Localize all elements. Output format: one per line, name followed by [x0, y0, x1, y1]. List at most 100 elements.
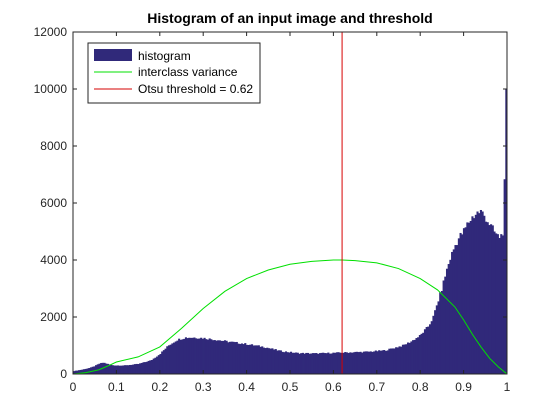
histogram-bar [103, 362, 106, 374]
histogram-bar [376, 351, 379, 374]
histogram-bar [134, 364, 137, 374]
histogram-bar [366, 351, 369, 374]
histogram-bar [247, 344, 250, 374]
histogram-bar [413, 339, 416, 374]
histogram-bar [96, 364, 99, 374]
histogram-bar [362, 351, 365, 374]
histogram-bar [249, 344, 252, 374]
histogram-bar [262, 347, 265, 374]
histogram-bar [328, 353, 332, 374]
histogram-bar [498, 237, 501, 374]
histogram-bar [354, 351, 357, 374]
histogram-bar [267, 348, 271, 374]
histogram-bar [379, 350, 382, 374]
histogram-bar [93, 366, 96, 374]
histogram-bar [462, 228, 466, 374]
histogram-bar [501, 235, 505, 374]
histogram-bar [178, 338, 181, 374]
histogram-bar [451, 251, 454, 374]
histogram-bar [273, 349, 276, 374]
y-tick-label: 6000 [40, 196, 67, 210]
histogram-bar [173, 342, 176, 374]
legend-swatch-histogram [94, 49, 132, 61]
histogram-bar [154, 357, 157, 374]
histogram-bar [369, 351, 372, 374]
histogram-bar [276, 350, 279, 374]
histogram-bar [383, 350, 386, 374]
histogram-bar [105, 363, 108, 374]
histogram-bar [418, 335, 421, 374]
histogram-bar [259, 346, 262, 374]
histogram-bar [361, 352, 364, 374]
histogram-bar [279, 350, 282, 374]
legend-label-histogram: histogram [138, 49, 191, 63]
histogram-bar [303, 353, 306, 374]
histogram-bar [334, 352, 337, 374]
histogram-bar [493, 231, 496, 374]
histogram-bar [281, 351, 284, 374]
histogram-bar [405, 344, 408, 374]
histogram-bar [503, 179, 506, 374]
histogram-bar [81, 369, 84, 374]
histogram-bar [423, 329, 427, 374]
histogram-bar [388, 348, 391, 374]
histogram-bar [213, 340, 216, 374]
histogram-bar [435, 305, 438, 374]
histogram-bar [434, 310, 437, 374]
histogram-bar [266, 347, 269, 374]
histogram-bar [452, 249, 455, 374]
histogram-bar [359, 351, 362, 374]
y-tick-label: 2000 [40, 310, 67, 324]
histogram-bar [227, 342, 230, 374]
histogram-bar [356, 351, 359, 374]
histogram-bar [203, 337, 206, 374]
histogram-bar [427, 326, 430, 374]
histogram-bar [342, 352, 345, 374]
histogram-bar [179, 339, 182, 374]
histogram-bar [391, 348, 394, 374]
histogram-bar [254, 345, 257, 374]
histogram-bar [422, 332, 425, 374]
x-tick-label: 0.7 [368, 380, 385, 394]
histogram-bar [171, 343, 174, 374]
histogram-bar [398, 346, 401, 374]
histogram-bar [220, 340, 223, 374]
histogram-bar [176, 340, 179, 374]
legend-label-otsu-threshold: Otsu threshold = 0.62 [138, 82, 253, 96]
histogram-bar [156, 356, 159, 374]
histogram-bar [86, 368, 89, 374]
histogram-bar [495, 233, 498, 374]
histogram-bar [468, 222, 471, 374]
histogram-bar [135, 363, 138, 374]
histogram-bar [252, 345, 255, 374]
histogram-bar [113, 365, 116, 374]
histogram-bar [261, 346, 264, 374]
histogram-bar [473, 218, 476, 374]
histogram-bar [496, 234, 499, 374]
histogram-bar [408, 342, 411, 374]
histogram-bar [234, 342, 237, 374]
histogram-bar [500, 234, 503, 374]
histogram-bar [74, 370, 77, 374]
histogram-bar [439, 292, 442, 374]
histogram-bar [274, 349, 277, 374]
histogram-bar [174, 341, 177, 374]
histogram-bar [469, 220, 472, 374]
histogram-bar [466, 222, 469, 374]
histogram-bar [218, 340, 221, 374]
histogram-bar [305, 352, 308, 374]
histogram-bar [157, 355, 160, 374]
histogram-bar [205, 339, 208, 374]
histogram-bar [278, 350, 281, 374]
histogram-bar [188, 337, 191, 374]
histogram-bar [300, 353, 303, 374]
histogram-bar [264, 348, 267, 374]
histogram-bar [88, 368, 91, 374]
histogram-bar [196, 338, 199, 374]
histogram-bar [415, 338, 418, 374]
histogram-bar [483, 215, 486, 374]
histogram-bar [298, 353, 301, 374]
histogram-bar [271, 348, 274, 374]
x-tick-label: 0 [70, 380, 77, 394]
